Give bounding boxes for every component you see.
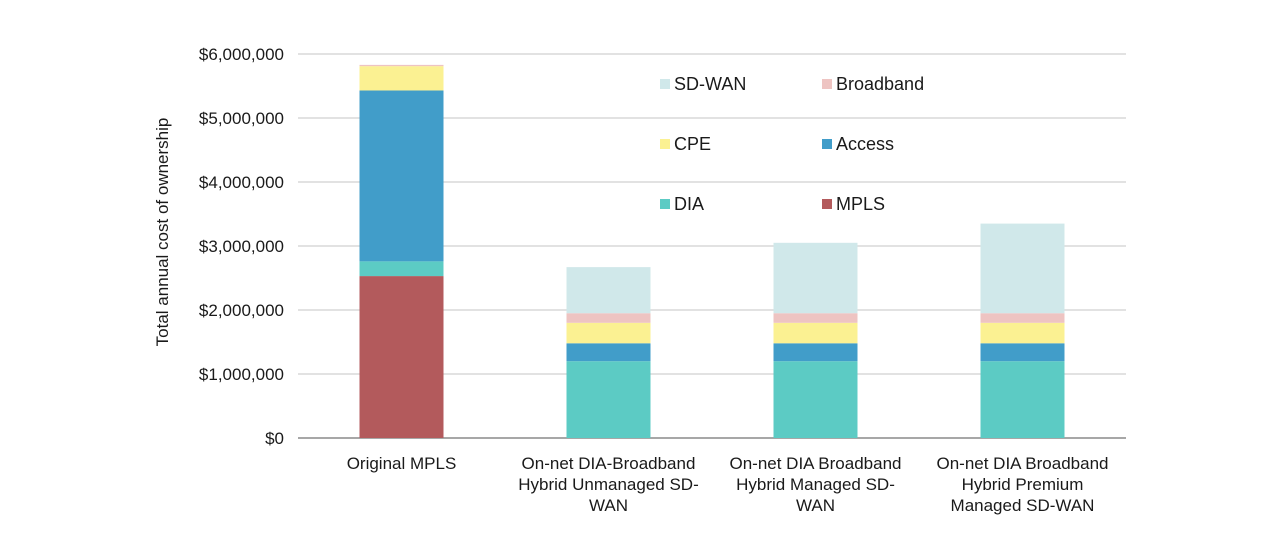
- bar-segment-access: [566, 343, 651, 362]
- x-category-label: WAN: [796, 496, 835, 515]
- legend-swatch-broadband: [822, 79, 832, 89]
- bar-segment-cpe: [980, 322, 1065, 344]
- x-category-label: Hybrid Premium: [962, 475, 1084, 494]
- legend-label: MPLS: [836, 194, 885, 214]
- y-tick-label: $6,000,000: [199, 45, 284, 64]
- bar-segment-broadband: [566, 313, 651, 323]
- bar-segment-sd-wan: [773, 242, 858, 314]
- bar-segment-sd-wan: [566, 267, 651, 314]
- x-category-label: Hybrid Unmanaged SD-: [518, 475, 698, 494]
- x-axis-labels: Original MPLS On-net DIA-Broadband Hybrid …: [347, 454, 1109, 515]
- legend-label: DIA: [674, 194, 704, 214]
- bar-segment-cpe: [566, 322, 651, 344]
- bar-segment-broadband: [980, 313, 1065, 323]
- bar-segment-dia: [773, 361, 858, 438]
- bars: [359, 64, 1065, 438]
- y-axis-title: Total annual cost of ownership: [153, 118, 172, 347]
- bar-segment-cpe: [773, 322, 858, 344]
- legend-label: SD-WAN: [674, 74, 746, 94]
- y-tick-label: $5,000,000: [199, 109, 284, 128]
- bar-segment-access: [980, 343, 1065, 362]
- x-category-label: Managed SD-WAN: [951, 496, 1095, 515]
- legend-swatch-cpe: [660, 139, 670, 149]
- bar-segment-access: [773, 343, 858, 362]
- legend-swatch-dia: [660, 199, 670, 209]
- legend-label: Broadband: [836, 74, 924, 94]
- bar-segment-dia: [980, 361, 1065, 438]
- y-tick-label: $3,000,000: [199, 237, 284, 256]
- y-tick-label: $1,000,000: [199, 365, 284, 384]
- bar-segment-mpls: [359, 276, 444, 438]
- x-category-label: On-net DIA-Broadband: [522, 454, 696, 473]
- x-category-label: WAN: [589, 496, 628, 515]
- bar-segment-sd-wan: [980, 223, 1065, 314]
- legend-swatch-access: [822, 139, 832, 149]
- y-tick-label: $4,000,000: [199, 173, 284, 192]
- bar-segment-broadband: [773, 313, 858, 323]
- bar-segment-dia: [566, 361, 651, 438]
- bar-segment-dia: [359, 261, 444, 277]
- bar-segment-cpe: [359, 66, 444, 91]
- legend-label: Access: [836, 134, 894, 154]
- x-category-label: On-net DIA Broadband: [936, 454, 1108, 473]
- y-tick-label: $0: [265, 429, 284, 448]
- x-category-label: Hybrid Managed SD-: [736, 475, 895, 494]
- bar-segment-broadband: [359, 64, 444, 67]
- bar-segment-access: [359, 90, 444, 262]
- legend-swatch-sd-wan: [660, 79, 670, 89]
- y-tick-label: $2,000,000: [199, 301, 284, 320]
- legend-swatch-mpls: [822, 199, 832, 209]
- legend-label: CPE: [674, 134, 711, 154]
- legend: SD-WAN Broadband CPE Access DIA MPLS: [660, 74, 924, 214]
- x-category-label: Original MPLS: [347, 454, 457, 473]
- y-axis-ticks: $0 $1,000,000 $2,000,000 $3,000,000 $4,000,0…: [199, 45, 284, 448]
- x-category-label: On-net DIA Broadband: [729, 454, 901, 473]
